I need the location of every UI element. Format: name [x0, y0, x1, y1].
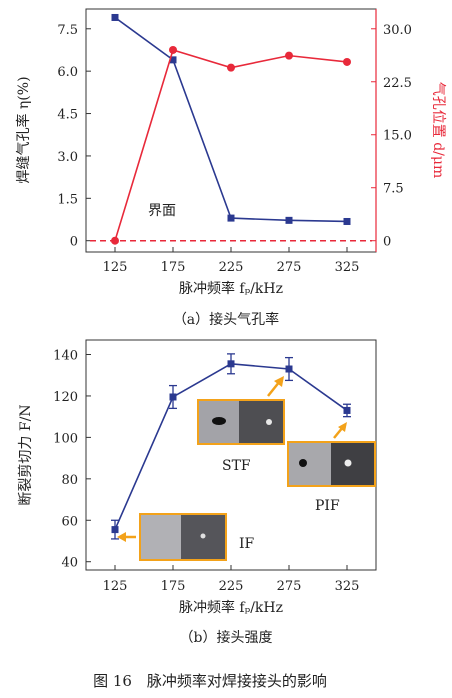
chart-a-x-tick-label: 175 — [161, 260, 186, 275]
chart-b-x-tick-label: 275 — [277, 579, 302, 594]
interface-label: 界面 — [148, 203, 176, 219]
stf-label: STF — [222, 458, 251, 474]
chart-a-right-tick-label: 7.5 — [383, 182, 404, 197]
chart-b-x-tick-label: 125 — [103, 579, 128, 594]
chart-a-x-tick-label: 125 — [103, 260, 128, 275]
pif-photo — [287, 441, 376, 487]
data-point — [343, 57, 351, 66]
pif-label: PIF — [315, 498, 340, 514]
chart-a-x-tick-label: 225 — [219, 260, 244, 275]
pif-pore — [299, 459, 307, 467]
chart-a-left-tick-label: 4.5 — [57, 108, 78, 123]
chart-a-x-tick-label: 275 — [277, 260, 302, 275]
chart-b-x-tick-label: 325 — [335, 579, 360, 594]
chart-b-y-tick-label: 80 — [61, 473, 78, 488]
pore-position-series — [111, 45, 351, 245]
chart-b-x-tick-label: 225 — [219, 579, 244, 594]
chart-b-y-ticks: 40 60 80 100 120 140 — [53, 349, 91, 571]
chart-a-right-tick-label: 22.5 — [383, 76, 412, 91]
chart-a-left-tick-label: 6.0 — [57, 65, 78, 80]
chart-a-left-tick-label: 1.5 — [57, 192, 78, 207]
stf-pore — [212, 417, 226, 425]
series-line — [114, 16, 348, 223]
pif-arrow — [333, 422, 347, 439]
data-point — [169, 56, 177, 64]
figure-caption: 图 16 脉冲频率对焊接接头的影响 — [93, 672, 327, 690]
data-point — [227, 360, 235, 368]
data-point — [169, 45, 177, 54]
chart-b: 125 175 225 275 325 40 60 80 100 120 140 — [18, 339, 377, 646]
chart-b-x-tick-label: 175 — [161, 579, 186, 594]
if-arrow — [117, 532, 136, 542]
chart-a-x-ticks: 125 175 225 275 325 — [103, 247, 360, 275]
data-point — [343, 406, 351, 414]
chart-b-y-label: 断裂剪切力 F/N — [18, 404, 34, 505]
chart-a-left-y-label: 焊缝气孔率 η(%) — [15, 76, 32, 183]
data-point — [343, 217, 351, 225]
chart-b-y-tick-label: 140 — [53, 349, 78, 364]
chart-b-y-tick-label: 60 — [61, 514, 78, 529]
chart-a-right-tick-label: 15.0 — [383, 129, 412, 144]
chart-b-x-ticks: 125 175 225 275 325 — [103, 565, 360, 594]
chart-a-caption: （a）接头气孔率 — [173, 311, 279, 328]
data-point — [285, 365, 293, 373]
chart-b-y-tick-label: 40 — [61, 556, 78, 571]
chart-a-left-tick-label: 3.0 — [57, 150, 78, 165]
data-point — [111, 236, 119, 245]
data-point — [285, 216, 293, 224]
stf-arrow — [267, 376, 284, 397]
chart-a-x-tick-label: 325 — [335, 260, 360, 275]
chart-b-caption: （b）接头强度 — [180, 629, 273, 646]
chart-a: 125 175 225 275 325 0 1.5 3.0 4.5 6.0 7.5 0 7.5 15.… — [15, 8, 446, 328]
chart-a-left-tick-label: 7.5 — [57, 23, 78, 38]
data-point — [111, 526, 119, 534]
chart-a-right-ticks: 0 7.5 15.0 22.5 30.0 — [371, 23, 412, 250]
chart-a-right-tick-label: 30.0 — [383, 23, 412, 38]
data-point — [111, 13, 119, 21]
if-label: IF — [239, 536, 255, 552]
chart-b-x-label: 脉冲频率 fₚ/kHz — [179, 599, 283, 616]
chart-a-left-tick-label: 0 — [70, 235, 78, 250]
chart-b-y-tick-label: 120 — [53, 390, 78, 405]
data-point — [227, 214, 235, 222]
chart-a-x-label: 脉冲频率 fₚ/kHz — [179, 280, 283, 297]
stf-photo — [197, 399, 285, 445]
chart-a-right-y-label: 气孔位置 d/μm — [430, 82, 446, 179]
chart-a-right-tick-label: 0 — [383, 235, 391, 250]
data-point — [285, 51, 293, 60]
data-point — [227, 63, 235, 72]
shear-force-series — [111, 353, 351, 540]
data-point — [169, 393, 177, 401]
chart-a-left-ticks: 0 1.5 3.0 4.5 6.0 7.5 — [57, 23, 91, 250]
chart-b-y-tick-label: 100 — [53, 431, 78, 446]
if-photo — [139, 513, 227, 561]
porosity-series — [111, 13, 351, 225]
